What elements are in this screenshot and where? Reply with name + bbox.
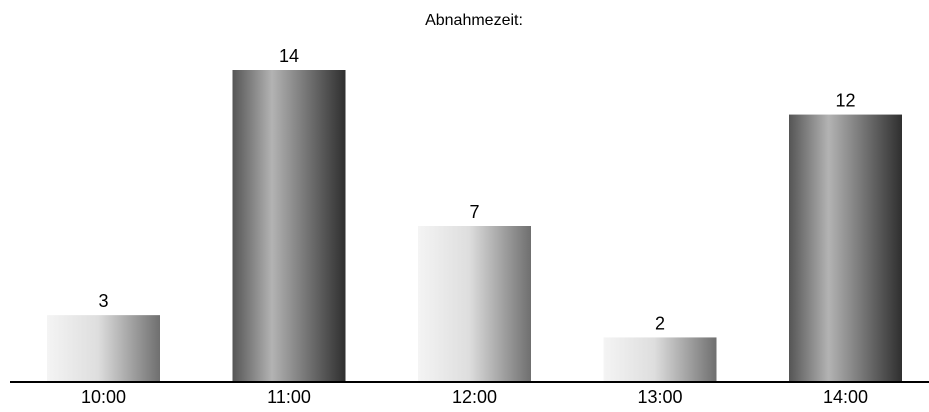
bar-1200 [418, 226, 531, 382]
x-tick-label-1100: 11:00 [267, 387, 311, 407]
data-label-1000: 3 [98, 291, 108, 311]
bar-1400 [789, 114, 902, 382]
x-tick-label-1200: 12:00 [452, 387, 497, 407]
x-tick-label-1000: 10:00 [81, 387, 126, 407]
x-tick-labels-layer: 10:00 11:00 12:00 13:00 14:00 [81, 387, 868, 407]
bar-1000 [47, 315, 160, 382]
data-label-1300: 2 [655, 313, 665, 333]
data-label-1200: 7 [469, 202, 479, 222]
bar-1100 [232, 70, 346, 382]
data-label-1100: 14 [279, 46, 299, 66]
bar-1300 [603, 337, 717, 382]
bars-layer [47, 70, 902, 382]
x-tick-label-1300: 13:00 [637, 387, 682, 407]
data-label-1400: 12 [835, 91, 855, 111]
x-tick-label-1400: 14:00 [823, 387, 868, 407]
data-labels-layer: 3 14 7 2 12 [98, 46, 855, 333]
chart-title: Abnahmezeit: [425, 12, 523, 29]
